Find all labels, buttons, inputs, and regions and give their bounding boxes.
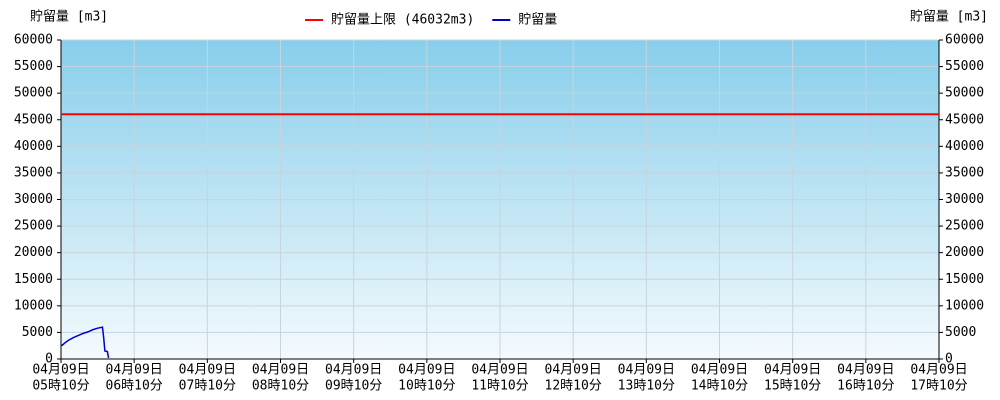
- y2-tick-label: 55000: [945, 59, 984, 74]
- x-tick-label: 07時10分: [179, 379, 236, 394]
- legend-label: 貯留量上限 (46032m3): [331, 13, 474, 28]
- x-tick-label: 09時10分: [325, 379, 382, 394]
- y-tick-label: 0: [45, 352, 53, 367]
- x-tick-label: 04月09日: [32, 363, 89, 378]
- y2-tick-label: 15000: [945, 272, 984, 287]
- x-tick-label: 06時10分: [106, 379, 163, 394]
- y-tick-label: 15000: [14, 272, 53, 287]
- y2-tick-label: 0: [945, 352, 953, 367]
- y-axis-label: 貯留量 [m3]: [30, 10, 108, 25]
- x-tick-label: 04月09日: [106, 363, 163, 378]
- y2-tick-label: 5000: [945, 325, 976, 340]
- x-tick-label: 16時10分: [837, 379, 894, 394]
- y-tick-label: 60000: [14, 33, 53, 48]
- y-tick-label: 5000: [22, 325, 53, 340]
- x-tick-label: 11時10分: [471, 379, 528, 394]
- y-tick-label: 45000: [14, 112, 53, 127]
- x-tick-label: 04月09日: [398, 363, 455, 378]
- x-tick-label: 13時10分: [618, 379, 675, 394]
- y-tick-label: 50000: [14, 86, 53, 101]
- y2-tick-label: 10000: [945, 298, 984, 313]
- y-tick-label: 40000: [14, 139, 53, 154]
- x-tick-label: 17時10分: [910, 379, 967, 394]
- legend-label: 貯留量: [518, 13, 557, 28]
- y2-tick-label: 20000: [945, 245, 984, 260]
- y2-tick-label: 30000: [945, 192, 984, 207]
- x-tick-label: 04月09日: [910, 363, 967, 378]
- x-tick-label: 12時10分: [545, 379, 602, 394]
- y2-axis-label: 貯留量 [m3]: [910, 10, 988, 25]
- y2-tick-label: 50000: [945, 86, 984, 101]
- x-tick-label: 04月09日: [471, 363, 528, 378]
- x-tick-label: 04月09日: [764, 363, 821, 378]
- x-tick-label: 04月09日: [545, 363, 602, 378]
- x-tick-label: 05時10分: [32, 379, 89, 394]
- y-tick-label: 35000: [14, 165, 53, 180]
- x-tick-label: 14時10分: [691, 379, 748, 394]
- x-tick-label: 04月09日: [618, 363, 675, 378]
- y-tick-label: 55000: [14, 59, 53, 74]
- series-line: [60, 326, 110, 359]
- y2-tick-label: 25000: [945, 219, 984, 234]
- y-tick-label: 25000: [14, 219, 53, 234]
- x-tick-label: 04月09日: [325, 363, 382, 378]
- y2-tick-label: 45000: [945, 112, 984, 127]
- x-tick-label: 08時10分: [252, 379, 309, 394]
- y2-tick-label: 35000: [945, 165, 984, 180]
- y2-tick-label: 40000: [945, 139, 984, 154]
- x-tick-label: 04月09日: [252, 363, 309, 378]
- x-tick-label: 10時10分: [398, 379, 455, 394]
- x-tick-label: 15時10分: [764, 379, 821, 394]
- y-tick-label: 10000: [14, 298, 53, 313]
- y2-tick-label: 60000: [945, 33, 984, 48]
- y-tick-label: 30000: [14, 192, 53, 207]
- y-tick-label: 20000: [14, 245, 53, 260]
- x-tick-label: 04月09日: [837, 363, 894, 378]
- x-tick-label: 04月09日: [179, 363, 236, 378]
- x-tick-label: 04月09日: [691, 363, 748, 378]
